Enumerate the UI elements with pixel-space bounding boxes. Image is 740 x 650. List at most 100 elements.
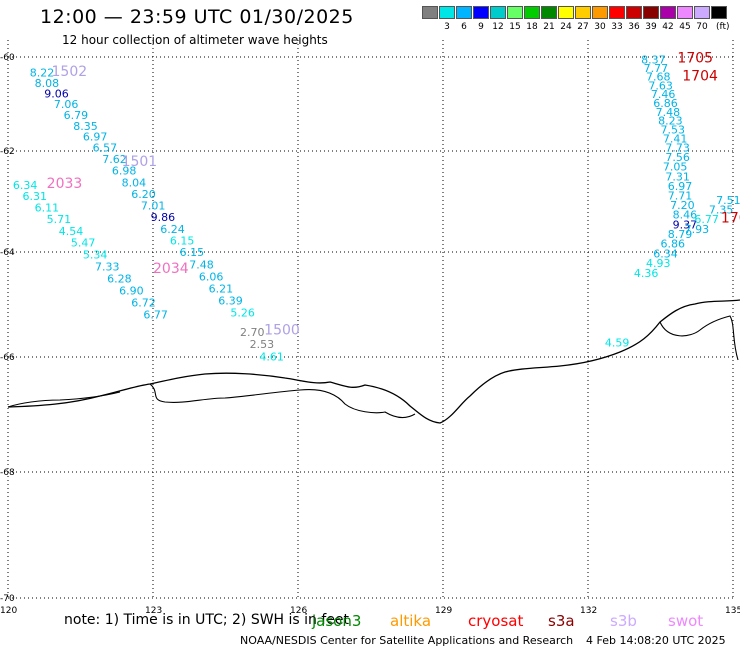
satellite-legend-item: cryosat bbox=[468, 612, 524, 630]
scale-swatch bbox=[626, 6, 642, 19]
wave-height-value: 6.77 bbox=[143, 309, 168, 322]
wave-height-value: 7.56 bbox=[665, 151, 690, 164]
wave-height-value: 2.70 bbox=[240, 326, 265, 339]
wave-height-value: 8.79 bbox=[668, 228, 693, 241]
scale-swatch bbox=[660, 6, 676, 19]
altimeter-tracks: 8.228.089.067.066.798.356.976.577.626.98… bbox=[13, 54, 740, 364]
wave-height-value: 7.06 bbox=[54, 98, 79, 111]
pass-labels: 1502 1501 2033 2034 1500 1705 1704 170 bbox=[47, 51, 740, 339]
pass-number-label: 1705 bbox=[677, 51, 713, 67]
coastline-path bbox=[7, 299, 740, 424]
scale-swatch bbox=[575, 6, 591, 19]
satellite-legend-item: jason3 bbox=[312, 612, 362, 630]
scale-tick-label: 39 bbox=[645, 22, 657, 32]
wave-height-value: 7.20 bbox=[670, 199, 695, 212]
wave-height-value: 6.28 bbox=[107, 272, 132, 285]
wave-height-value: 6.21 bbox=[209, 282, 234, 295]
wave-height-value: 7.51 bbox=[716, 194, 740, 207]
wave-height-value: 6.86 bbox=[653, 97, 678, 110]
wave-height-value: 4.59 bbox=[605, 337, 630, 350]
satellite-legend-item: swot bbox=[668, 612, 704, 630]
scale-swatch bbox=[541, 6, 557, 19]
wave-height-value: 8.08 bbox=[35, 77, 60, 90]
pass-number-label: 2033 bbox=[47, 176, 83, 192]
scale-swatch bbox=[490, 6, 506, 19]
wave-height-value: 4.61 bbox=[259, 350, 284, 363]
wave-height-value: 6.72 bbox=[131, 297, 156, 310]
scale-unit-label: (ft) bbox=[716, 22, 730, 32]
wave-height-value: 5.71 bbox=[47, 213, 72, 226]
scale-swatch bbox=[422, 6, 438, 19]
longitude-label: 123 bbox=[145, 606, 162, 616]
wave-height-value: 5.26 bbox=[230, 307, 255, 320]
scale-swatch bbox=[677, 6, 693, 19]
pass-number-label: 2034 bbox=[153, 261, 189, 277]
scale-swatch bbox=[507, 6, 523, 19]
scale-tick-label: 27 bbox=[577, 22, 589, 32]
wave-height-value: 7.71 bbox=[668, 189, 693, 202]
latitude-label: -64 bbox=[0, 248, 15, 258]
wave-height-value: 9.06 bbox=[44, 87, 69, 100]
footnote: note: 1) Time is in UTC; 2) SWH is in fe… bbox=[64, 612, 350, 628]
lat-lon-grid: -60 -62 -64 -66 -68 -70 120 123 126 129 132 135 bbox=[0, 40, 740, 616]
wave-height-value: 7.93 bbox=[685, 223, 710, 236]
scale-swatch bbox=[694, 6, 710, 19]
coastline-inlet bbox=[149, 383, 416, 419]
scale-tick-label: 21 bbox=[543, 22, 555, 32]
satellite-legend-item: altika bbox=[390, 612, 432, 630]
wave-height-value: 7.73 bbox=[665, 142, 690, 155]
timestamp: 4 Feb 14:08:20 UTC 2025 bbox=[586, 634, 726, 647]
wave-height-value: 7.63 bbox=[648, 79, 673, 92]
longitude-label: 132 bbox=[580, 606, 597, 616]
scale-tick-label: 70 bbox=[696, 22, 708, 32]
scale-swatch bbox=[456, 6, 472, 19]
antarctic-coastline bbox=[7, 299, 740, 424]
wave-height-value: 6.98 bbox=[112, 165, 136, 178]
wave-height-value: 7.41 bbox=[663, 133, 688, 146]
wave-height-value: 6.34 bbox=[13, 179, 38, 192]
scale-tick-label: 3 bbox=[444, 22, 450, 32]
wave-height-value: 6.11 bbox=[35, 202, 60, 215]
wave-height-value: 6.39 bbox=[218, 295, 243, 308]
wave-height-value: 8.04 bbox=[122, 176, 147, 189]
wave-height-value: 7.46 bbox=[651, 88, 676, 101]
wave-height-value: 6.97 bbox=[83, 131, 108, 144]
latitude-label: -60 bbox=[0, 53, 15, 63]
wave-height-value: 8.22 bbox=[30, 66, 55, 79]
scale-tick-label: 9 bbox=[478, 22, 484, 32]
scale-swatch bbox=[473, 6, 489, 19]
scale-tick-label: 18 bbox=[526, 22, 538, 32]
scale-tick-label: 6 bbox=[461, 22, 467, 32]
wave-height-value: 8.35 bbox=[73, 120, 98, 133]
scale-tick-label: 45 bbox=[679, 22, 691, 32]
longitude-label: 135 bbox=[725, 606, 740, 616]
wave-height-value: 2.53 bbox=[250, 338, 275, 351]
wave-height-value: 6.79 bbox=[64, 109, 88, 122]
scale-tick-label: 33 bbox=[611, 22, 623, 32]
wave-height-value: 6.20 bbox=[131, 188, 156, 201]
wave-height-value: 6.34 bbox=[653, 247, 678, 260]
wave-height-value: 6.15 bbox=[170, 234, 195, 247]
wave-height-value: 7.62 bbox=[102, 153, 127, 166]
pass-number-label: 170 bbox=[721, 211, 740, 227]
pass-number-label: 1501 bbox=[122, 154, 158, 170]
scale-tick-label: 15 bbox=[509, 22, 521, 32]
satellite-legend-item: s3b bbox=[610, 612, 637, 630]
scale-swatch bbox=[643, 6, 659, 19]
wave-height-value: 6.31 bbox=[23, 190, 48, 203]
wave-height-value: 4.93 bbox=[646, 257, 671, 270]
wave-height-value: 6.77 bbox=[694, 213, 719, 226]
longitude-label: 120 bbox=[0, 606, 17, 616]
wave-height-value: 5.47 bbox=[71, 236, 96, 249]
wave-height-value: 7.05 bbox=[663, 161, 688, 174]
pass-number-label: 1502 bbox=[52, 64, 88, 80]
wave-height-value: 8.46 bbox=[673, 209, 698, 222]
latitude-label: -68 bbox=[0, 468, 15, 478]
satellite-legend-item: s3a bbox=[548, 612, 575, 630]
scale-swatch bbox=[524, 6, 540, 19]
wave-height-value: 6.06 bbox=[199, 270, 224, 283]
wave-height-value: 6.97 bbox=[668, 180, 693, 193]
wave-height-value: 6.86 bbox=[661, 237, 686, 250]
coastline-east-bay bbox=[659, 315, 739, 361]
scale-swatch bbox=[592, 6, 608, 19]
